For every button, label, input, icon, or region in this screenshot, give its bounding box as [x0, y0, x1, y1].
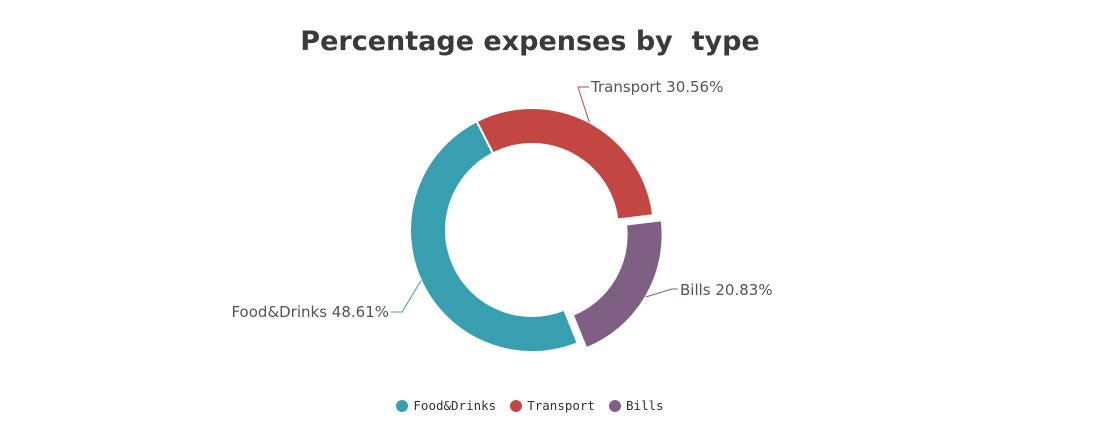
legend-label-bills: Bills [625, 398, 664, 413]
legend-swatch-transport [510, 399, 523, 412]
connector-food-drinks [391, 280, 422, 313]
label-bills: Bills 20.83% [680, 281, 773, 299]
slice-bills[interactable] [571, 219, 664, 350]
legend-label-food-drinks: Food&Drinks [413, 398, 497, 413]
connector-transport [577, 86, 590, 123]
legend-item-transport[interactable]: Transport [510, 398, 595, 413]
slice-food-drinks[interactable] [409, 119, 579, 353]
legend-item-food-drinks[interactable]: Food&Drinks [396, 398, 496, 413]
legend-swatch-bills [608, 399, 621, 412]
legend-swatch-food-drinks [396, 399, 409, 412]
label-transport: Transport 30.56% [590, 78, 723, 96]
chart-title: Percentage expenses by type [300, 26, 760, 57]
label-food-drinks: Food&Drinks 48.61% [231, 303, 389, 321]
slice-transport[interactable] [475, 107, 655, 221]
connector-bills [645, 288, 678, 298]
legend-item-bills[interactable]: Bills [608, 398, 664, 413]
chart-legend: Food&Drinks Transport Bills [0, 398, 1060, 413]
legend-label-transport: Transport [527, 398, 595, 413]
